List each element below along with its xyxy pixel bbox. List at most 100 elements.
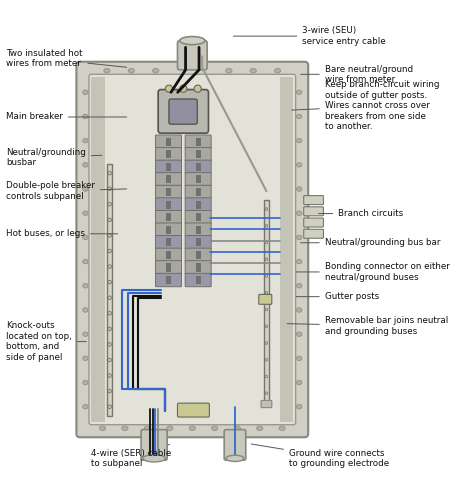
Bar [196, 188, 201, 196]
Circle shape [265, 342, 268, 344]
Circle shape [108, 343, 111, 346]
Text: Gutter posts: Gutter posts [296, 292, 379, 301]
Text: Neutral/grounding bus bar: Neutral/grounding bus bar [301, 238, 440, 247]
FancyBboxPatch shape [224, 430, 246, 460]
Bar [196, 200, 201, 209]
Ellipse shape [297, 259, 302, 264]
Text: Knock-outs
located on top,
bottom, and
side of panel: Knock-outs located on top, bottom, and s… [6, 321, 86, 362]
FancyBboxPatch shape [304, 207, 323, 216]
Circle shape [265, 258, 268, 261]
Circle shape [265, 375, 268, 378]
FancyBboxPatch shape [259, 294, 272, 304]
Circle shape [108, 249, 111, 253]
Ellipse shape [250, 69, 256, 73]
Ellipse shape [297, 138, 302, 143]
Bar [166, 138, 171, 146]
Ellipse shape [297, 356, 302, 361]
Ellipse shape [274, 69, 281, 73]
Circle shape [265, 275, 268, 277]
Ellipse shape [297, 187, 302, 191]
Text: 4-wire (SER) cable
to subpanel: 4-wire (SER) cable to subpanel [91, 444, 172, 468]
FancyBboxPatch shape [155, 160, 182, 173]
Bar [166, 276, 171, 284]
FancyBboxPatch shape [155, 135, 182, 148]
FancyBboxPatch shape [155, 172, 182, 186]
FancyBboxPatch shape [185, 273, 211, 287]
Circle shape [265, 325, 268, 328]
Circle shape [265, 208, 268, 210]
FancyBboxPatch shape [155, 185, 182, 199]
Ellipse shape [297, 163, 302, 167]
Text: Neutral/grounding
busbar: Neutral/grounding busbar [6, 147, 102, 167]
Bar [196, 150, 201, 158]
Ellipse shape [82, 259, 88, 264]
Bar [107, 164, 112, 416]
Circle shape [108, 187, 111, 191]
Bar [196, 213, 201, 221]
Ellipse shape [82, 90, 88, 95]
Circle shape [108, 234, 111, 237]
Circle shape [108, 374, 111, 377]
Bar [166, 213, 171, 221]
Ellipse shape [82, 114, 88, 119]
Text: Two insulated hot
wires from meter: Two insulated hot wires from meter [6, 49, 127, 68]
Ellipse shape [279, 426, 285, 431]
FancyBboxPatch shape [76, 62, 308, 437]
Bar [166, 163, 171, 171]
Text: Branch circuits: Branch circuits [319, 209, 403, 218]
Ellipse shape [226, 455, 244, 462]
FancyBboxPatch shape [185, 210, 211, 224]
FancyBboxPatch shape [155, 248, 182, 262]
FancyBboxPatch shape [304, 229, 323, 238]
Ellipse shape [234, 426, 240, 431]
Ellipse shape [297, 308, 302, 312]
Ellipse shape [82, 235, 88, 240]
FancyBboxPatch shape [304, 218, 323, 227]
Bar [166, 238, 171, 246]
Bar [91, 76, 105, 422]
Circle shape [265, 241, 268, 244]
Text: Ground wire connects
to grounding electrode: Ground wire connects to grounding electr… [251, 444, 389, 468]
Text: Removable bar joins neutral
and grounding buses: Removable bar joins neutral and groundin… [287, 316, 448, 336]
Circle shape [265, 292, 268, 294]
Text: Double-pole breaker
controls subpanel: Double-pole breaker controls subpanel [6, 181, 127, 201]
FancyBboxPatch shape [304, 196, 323, 204]
Ellipse shape [226, 69, 232, 73]
FancyBboxPatch shape [89, 74, 296, 425]
FancyBboxPatch shape [155, 273, 182, 287]
Bar [166, 251, 171, 259]
Circle shape [108, 296, 111, 299]
Ellipse shape [104, 69, 110, 73]
Ellipse shape [82, 211, 88, 216]
FancyBboxPatch shape [155, 198, 182, 211]
FancyBboxPatch shape [185, 172, 211, 186]
Bar [196, 226, 201, 234]
Ellipse shape [167, 426, 173, 431]
Ellipse shape [297, 404, 302, 409]
Circle shape [180, 85, 187, 92]
Circle shape [165, 85, 173, 92]
Circle shape [108, 312, 111, 315]
Bar [166, 175, 171, 183]
Text: Keep branch-circuit wiring
outside of gutter posts.
Wires cannot cross over
brea: Keep branch-circuit wiring outside of gu… [292, 80, 439, 131]
Circle shape [265, 224, 268, 227]
Bar [166, 200, 171, 209]
Ellipse shape [180, 37, 205, 45]
FancyBboxPatch shape [185, 135, 211, 148]
FancyBboxPatch shape [155, 223, 182, 237]
Circle shape [265, 308, 268, 311]
Ellipse shape [189, 426, 195, 431]
Ellipse shape [82, 404, 88, 409]
Circle shape [108, 218, 111, 221]
Circle shape [108, 358, 111, 362]
Circle shape [265, 392, 268, 394]
Circle shape [108, 265, 111, 269]
Bar [196, 163, 201, 171]
FancyBboxPatch shape [185, 147, 211, 161]
Ellipse shape [297, 211, 302, 216]
Ellipse shape [144, 426, 151, 431]
Circle shape [108, 327, 111, 331]
FancyBboxPatch shape [185, 236, 211, 249]
FancyBboxPatch shape [155, 261, 182, 274]
Bar [196, 175, 201, 183]
